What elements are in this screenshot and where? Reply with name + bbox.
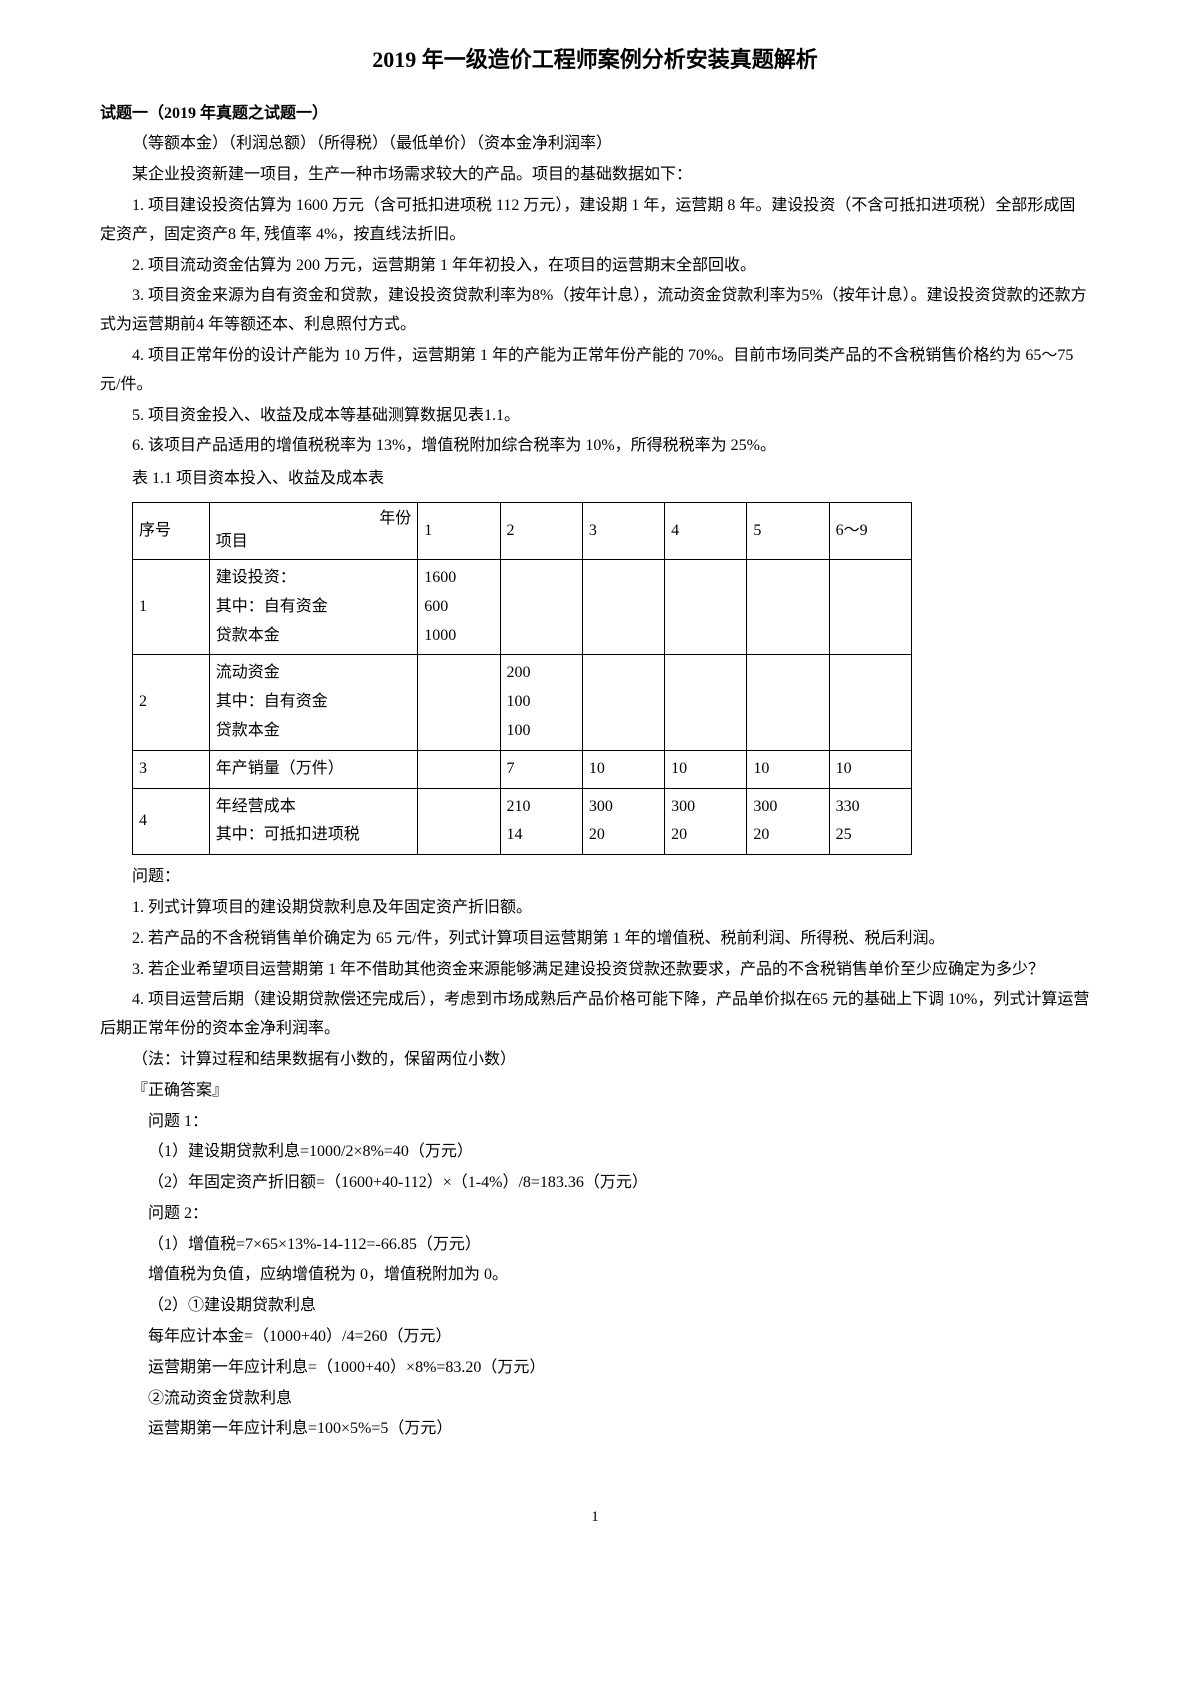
answer-1-header: 问题 1： [100,1108,1090,1137]
cell-val: 330 25 [829,788,911,855]
cell-val: 10 [747,750,829,788]
col-5: 5 [747,502,829,559]
intro-line-3: 1. 项目建设投资估算为 1600 万元（含可抵扣进项税 112 万元），建设期… [100,192,1090,250]
cell-val [665,655,747,750]
question-4: 4. 项目运营后期（建设期贷款偿还完成后），考虑到市场成熟后产品价格可能下降，产… [100,986,1090,1044]
cell-val [500,559,582,654]
cell-item: 年产销量（万件） [209,750,417,788]
cell-item: 流动资金 其中：自有资金 贷款本金 [209,655,417,750]
cell-val [665,559,747,654]
col-seq: 序号 [133,502,210,559]
cell-val: 10 [665,750,747,788]
table-row: 2 流动资金 其中：自有资金 贷款本金 200 100 100 [133,655,912,750]
answer-2-7: 运营期第一年应计利息=100×5%=5（万元） [100,1415,1090,1444]
table-caption: 表 1.1 项目资本投入、收益及成本表 [100,465,1090,494]
col-year-item: 年份 项目 [209,502,417,559]
intro-line-4: 2. 项目流动资金估算为 200 万元，运营期第 1 年年初投入，在项目的运营期… [100,252,1090,281]
answer-2-6: ②流动资金贷款利息 [100,1385,1090,1414]
table-header-row: 序号 年份 项目 1 2 3 4 5 6～9 [133,502,912,559]
item-label: 项目 [216,528,248,557]
cell-val: 210 14 [500,788,582,855]
table-row: 1 建设投资： 其中：自有资金 贷款本金 1600 600 1000 [133,559,912,654]
intro-line-2: 某企业投资新建一项目，生产一种市场需求较大的产品。项目的基础数据如下： [100,161,1090,190]
cell-val [829,559,911,654]
cell-val: 200 100 100 [500,655,582,750]
cell-item: 年经营成本 其中：可抵扣进项税 [209,788,417,855]
intro-line-1: （等额本金）（利润总额）（所得税）（最低单价）（资本金净利润率） [100,130,1090,159]
cell-val [747,559,829,654]
cell-val [418,655,500,750]
cell-val: 300 20 [747,788,829,855]
col-3: 3 [582,502,664,559]
col-4: 4 [665,502,747,559]
cell-val [747,655,829,750]
cell-seq: 1 [133,559,210,654]
answers-header: 『正确答案』 [100,1077,1090,1106]
answer-2-4: 每年应计本金=（1000+40）/4=260（万元） [100,1323,1090,1352]
cell-val: 7 [500,750,582,788]
cell-seq: 2 [133,655,210,750]
answer-2-1: （1）增值税=7×65×13%-14-112=-66.85（万元） [100,1231,1090,1260]
col-6-9: 6～9 [829,502,911,559]
answer-2-3: （2）①建设期贷款利息 [100,1292,1090,1321]
question-3: 3. 若企业希望项目运营期第 1 年不借助其他资金来源能够满足建设投资贷款还款要… [100,956,1090,985]
table-row: 4 年经营成本 其中：可抵扣进项税 210 14 300 20 300 20 3… [133,788,912,855]
question-1: 1. 列式计算项目的建设期贷款利息及年固定资产折旧额。 [100,894,1090,923]
intro-line-6: 4. 项目正常年份的设计产能为 10 万件，运营期第 1 年的产能为正常年份产能… [100,342,1090,400]
intro-line-5: 3. 项目资金来源为自有资金和贷款，建设投资贷款利率为8%（按年计息），流动资金… [100,282,1090,340]
cell-item: 建设投资： 其中：自有资金 贷款本金 [209,559,417,654]
questions-note: （法：计算过程和结果数据有小数的，保留两位小数） [100,1046,1090,1075]
table-row: 3 年产销量（万件） 7 10 10 10 10 [133,750,912,788]
cell-val [418,750,500,788]
cell-val [582,559,664,654]
cell-val [829,655,911,750]
answer-2-header: 问题 2： [100,1200,1090,1229]
cell-val [582,655,664,750]
section-header: 试题一（2019 年真题之试题一） [100,100,1090,129]
cell-val: 300 20 [582,788,664,855]
col-2: 2 [500,502,582,559]
answer-2-2: 增值税为负值，应纳增值税为 0，增值税附加为 0。 [100,1261,1090,1290]
cell-val: 1600 600 1000 [418,559,500,654]
answer-1-1: （1）建设期贷款利息=1000/2×8%=40（万元） [100,1138,1090,1167]
cell-val: 300 20 [665,788,747,855]
year-label: 年份 [379,505,411,534]
page-title: 2019 年一级造价工程师案例分析安装真题解析 [100,40,1090,80]
question-2: 2. 若产品的不含税销售单价确定为 65 元/件，列式计算项目运营期第 1 年的… [100,925,1090,954]
cell-val [418,788,500,855]
cell-val: 10 [582,750,664,788]
answer-1-2: （2）年固定资产折旧额=（1600+40-112）×（1-4%）/8=183.3… [100,1169,1090,1198]
answer-2-5: 运营期第一年应计利息=（1000+40）×8%=83.20（万元） [100,1354,1090,1383]
intro-line-7: 5. 项目资金投入、收益及成本等基础测算数据见表1.1。 [100,402,1090,431]
page-number: 1 [100,1504,1090,1531]
questions-header: 问题： [100,863,1090,892]
cell-seq: 3 [133,750,210,788]
intro-line-8: 6. 该项目产品适用的增值税税率为 13%，增值税附加综合税率为 10%，所得税… [100,432,1090,461]
cell-seq: 4 [133,788,210,855]
data-table: 序号 年份 项目 1 2 3 4 5 6～9 1 建设投资： 其中：自有资金 贷… [132,502,912,855]
cell-val: 10 [829,750,911,788]
col-1: 1 [418,502,500,559]
